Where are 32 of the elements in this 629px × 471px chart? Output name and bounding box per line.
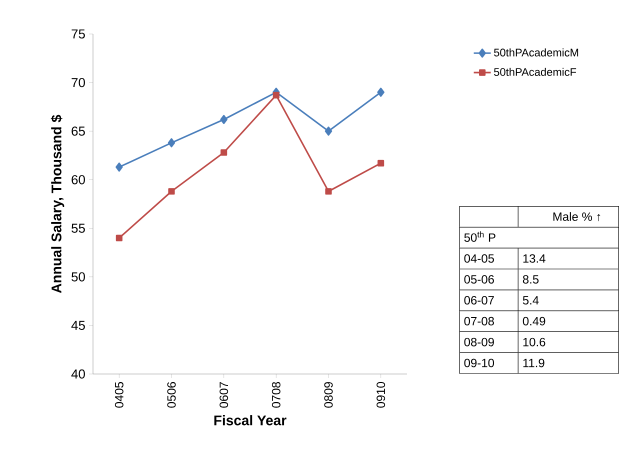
legend-label: 50thPAcademicM xyxy=(494,48,578,56)
y-tick-label: 75 xyxy=(72,29,85,39)
category-label: 09-10 xyxy=(464,358,494,368)
y-tick-label: 65 xyxy=(72,126,85,136)
data-label: 11.9 xyxy=(523,358,544,368)
y-tick-label: 45 xyxy=(71,320,85,330)
data-label: 0.49 xyxy=(522,316,546,326)
data-label: 10.6 xyxy=(523,338,546,346)
x-tick-label: 0405 xyxy=(114,382,124,408)
data-label: 8.5 xyxy=(522,275,539,284)
x-axis-title: Fiscal Year xyxy=(214,415,286,426)
y-tick-label: 70 xyxy=(72,78,85,88)
category-label: 05-06 xyxy=(464,275,494,284)
x-tick-label: 0607 xyxy=(220,382,228,408)
data-label: 5.4 xyxy=(522,296,539,305)
legend-label: 50thPAcademicF xyxy=(494,68,576,76)
y-axis-title: Annual Salary, Thousand $ xyxy=(50,114,64,293)
x-tick-label: 0506 xyxy=(167,382,176,408)
data-label: 13.4 xyxy=(523,254,546,263)
category-label: 06-07 xyxy=(464,296,494,305)
text: 50$^{th}$ P xyxy=(464,231,496,242)
x-tick-label: 0809 xyxy=(324,382,333,408)
y-tick-label: 40 xyxy=(71,369,85,379)
y-tick-label: 60 xyxy=(72,175,85,184)
x-tick-label: 0910 xyxy=(376,382,386,408)
category-label: 08-09 xyxy=(464,338,494,346)
x-tick-label: 0708 xyxy=(272,382,280,408)
category-label: 04-05 xyxy=(464,254,494,263)
y-tick-label: 50 xyxy=(72,272,85,282)
text: Male % ↑ xyxy=(553,212,600,222)
y-tick-label: 55 xyxy=(72,224,85,233)
category-label: 07-08 xyxy=(464,316,494,326)
